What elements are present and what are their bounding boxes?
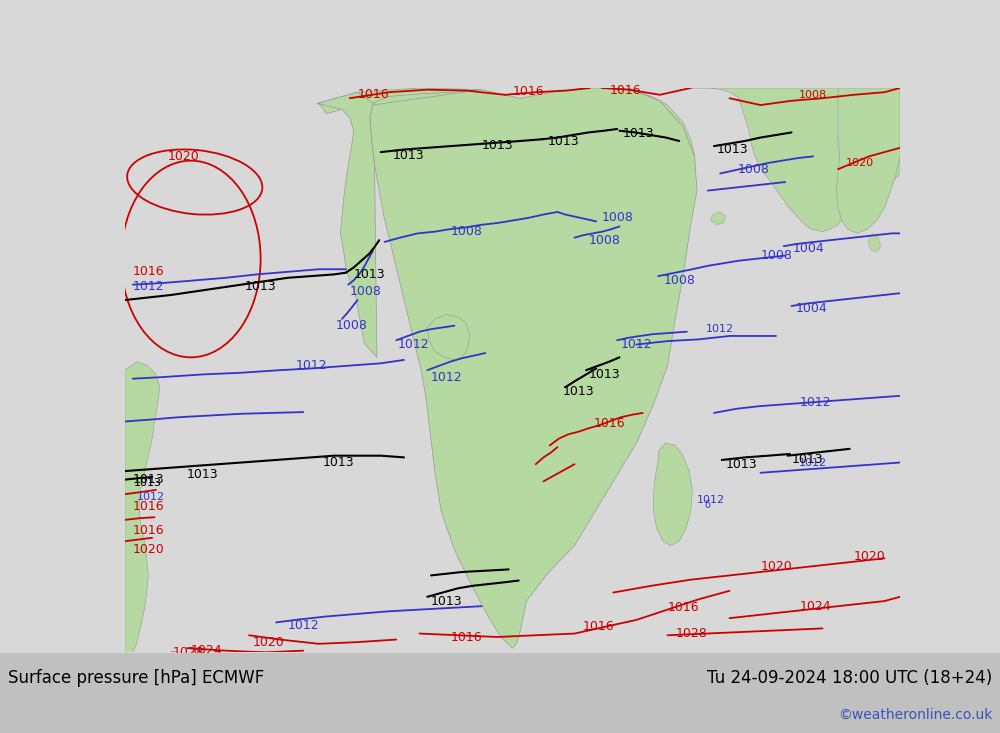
Text: 1020: 1020 (133, 543, 164, 556)
Text: 1013: 1013 (431, 594, 463, 608)
Text: 1013: 1013 (726, 457, 757, 471)
Text: 1013: 1013 (716, 143, 748, 156)
Text: Surface pressure [hPa] ECMWF: Surface pressure [hPa] ECMWF (8, 669, 264, 687)
Text: 1012: 1012 (799, 457, 827, 468)
Text: 1016: 1016 (668, 601, 699, 614)
Polygon shape (125, 361, 160, 652)
Text: 1016: 1016 (133, 265, 164, 279)
Text: 1020: 1020 (854, 550, 885, 563)
Text: 1012: 1012 (621, 338, 653, 351)
Polygon shape (711, 212, 726, 225)
Text: 1013: 1013 (588, 368, 620, 381)
Text: Tu 24-09-2024 18:00 UTC (18+24): Tu 24-09-2024 18:00 UTC (18+24) (707, 669, 992, 687)
Text: 1013: 1013 (392, 149, 424, 162)
Text: 1012: 1012 (697, 496, 725, 505)
Text: 1013: 1013 (623, 127, 654, 140)
Text: 1012: 1012 (288, 619, 319, 632)
Text: 1013: 1013 (354, 268, 385, 281)
Text: 1012: 1012 (398, 338, 429, 351)
Polygon shape (836, 88, 900, 233)
Text: 1008: 1008 (588, 234, 620, 247)
Text: 1016: 1016 (609, 84, 641, 97)
Text: 1024: 1024 (799, 600, 831, 613)
Text: 1028: 1028 (675, 627, 707, 640)
Text: 1016: 1016 (133, 501, 164, 514)
Text: 1016: 1016 (594, 416, 626, 430)
Text: ©weatheronline.co.uk: ©weatheronline.co.uk (838, 708, 992, 722)
Text: 1008: 1008 (761, 249, 792, 262)
Text: 1024: 1024 (191, 644, 222, 658)
Text: 1012: 1012 (706, 324, 734, 334)
Text: 1016: 1016 (358, 88, 389, 101)
Text: 1008: 1008 (350, 285, 382, 298)
Text: 1008: 1008 (336, 319, 368, 332)
Text: 1012: 1012 (296, 359, 327, 372)
Text: 1016: 1016 (133, 524, 164, 537)
Text: 1008: 1008 (664, 274, 696, 287)
Text: 1013: 1013 (187, 468, 219, 481)
Text: 1013: 1013 (323, 456, 354, 469)
Text: 1008: 1008 (799, 90, 827, 100)
Text: 1013: 1013 (792, 454, 823, 466)
Text: 1008: 1008 (602, 211, 634, 224)
Text: 1012: 1012 (431, 370, 463, 383)
Text: 1008: 1008 (450, 225, 482, 238)
Polygon shape (317, 88, 697, 648)
Text: 1013: 1013 (563, 385, 594, 398)
Bar (0, 653, 1000, 733)
Text: 1008: 1008 (737, 163, 769, 176)
Text: 1016: 1016 (512, 85, 544, 98)
Text: 1013: 1013 (482, 139, 513, 152)
Text: 1020: 1020 (168, 150, 199, 163)
Text: 1016: 1016 (450, 631, 482, 644)
Polygon shape (654, 443, 692, 545)
Text: 1012: 1012 (137, 492, 165, 501)
Polygon shape (317, 92, 377, 358)
Text: 1028: 1028 (173, 646, 205, 659)
Text: 1013: 1013 (133, 473, 164, 486)
Text: 1004: 1004 (795, 302, 827, 315)
Polygon shape (691, 88, 900, 232)
Text: 1004: 1004 (793, 242, 825, 255)
Polygon shape (629, 88, 695, 156)
Polygon shape (868, 233, 881, 252)
Text: 1013: 1013 (245, 280, 277, 293)
Text: 1013: 1013 (134, 478, 162, 488)
Text: 1012: 1012 (133, 280, 164, 293)
Text: 1013: 1013 (547, 136, 579, 148)
Text: 1012: 1012 (799, 396, 831, 409)
Text: 1016: 1016 (582, 620, 614, 633)
Text: 1020: 1020 (761, 560, 792, 573)
Text: δ: δ (705, 501, 711, 510)
Text: 1020: 1020 (846, 158, 874, 168)
Polygon shape (427, 314, 470, 360)
Text: 1020: 1020 (253, 636, 285, 649)
